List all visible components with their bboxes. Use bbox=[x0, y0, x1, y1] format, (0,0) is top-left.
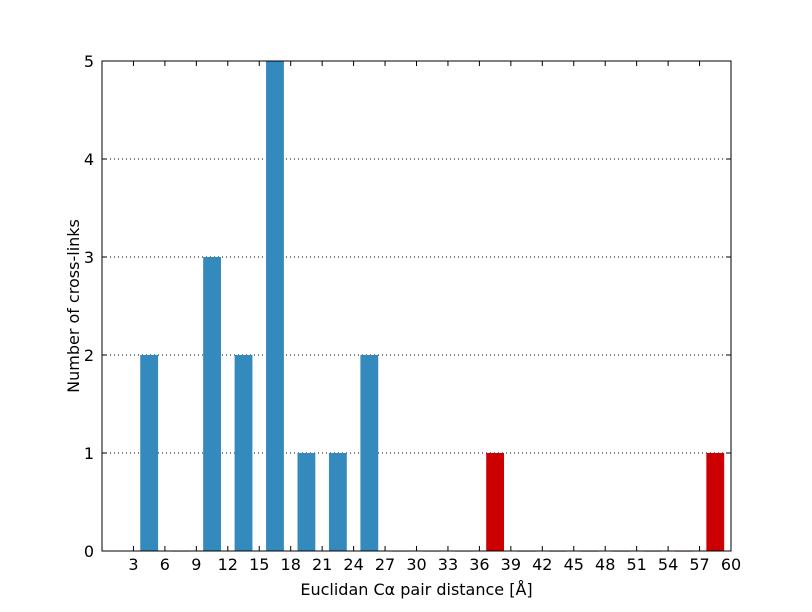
x-tick-label: 33 bbox=[438, 555, 458, 574]
x-tick-label: 21 bbox=[312, 555, 332, 574]
x-tick-label: 36 bbox=[469, 555, 489, 574]
x-tick-label: 57 bbox=[689, 555, 709, 574]
bar bbox=[234, 355, 253, 551]
x-tick-label: 45 bbox=[564, 555, 584, 574]
x-tick-label: 48 bbox=[595, 555, 615, 574]
bar bbox=[360, 355, 379, 551]
plot-frame bbox=[101, 60, 732, 552]
bar bbox=[297, 453, 316, 551]
bar bbox=[266, 61, 284, 551]
x-tick-label: 60 bbox=[721, 555, 741, 574]
x-tick-label: 24 bbox=[343, 555, 363, 574]
bar bbox=[706, 453, 725, 551]
bars bbox=[140, 61, 725, 552]
bar bbox=[486, 453, 505, 551]
x-tick-label: 15 bbox=[249, 555, 269, 574]
x-tick-label: 30 bbox=[406, 555, 426, 574]
x-tick-label: 39 bbox=[501, 555, 521, 574]
y-tick-label: 5 bbox=[84, 52, 94, 71]
y-tick-label: 3 bbox=[84, 248, 94, 267]
x-tick-label: 27 bbox=[375, 555, 395, 574]
y-tick-label: 1 bbox=[84, 444, 94, 463]
y-gridlines bbox=[102, 158, 731, 454]
x-axis-label: Euclidan Cα pair distance [Å] bbox=[300, 580, 532, 599]
x-tick-label: 9 bbox=[191, 555, 201, 574]
y-tick-label: 4 bbox=[84, 150, 94, 169]
x-tick-label: 42 bbox=[532, 555, 552, 574]
x-tick-label: 12 bbox=[218, 555, 238, 574]
x-tick-labels: 3 6 9 12 15 18 21 24 27 30 33 36 39 42 45 48 51 54 57 60 bbox=[128, 555, 741, 574]
x-tick-label: 6 bbox=[160, 555, 170, 574]
bar bbox=[140, 355, 159, 551]
axis-ticks bbox=[102, 60, 732, 552]
x-tick-label: 3 bbox=[128, 555, 138, 574]
y-tick-label: 0 bbox=[84, 542, 94, 561]
x-tick-label: 51 bbox=[626, 555, 646, 574]
x-tick-label: 54 bbox=[658, 555, 678, 574]
x-tick-label: 18 bbox=[281, 555, 301, 574]
y-tick-labels: 0 1 2 3 4 5 bbox=[84, 52, 94, 561]
bar bbox=[203, 257, 221, 551]
bar bbox=[328, 453, 347, 551]
y-tick-label: 2 bbox=[84, 346, 94, 365]
y-axis-label: Number of cross-links bbox=[64, 219, 83, 393]
